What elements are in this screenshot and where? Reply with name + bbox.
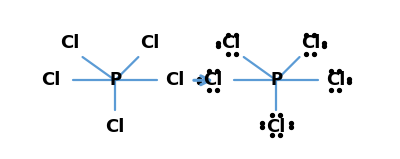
Text: Cl: Cl bbox=[267, 118, 286, 136]
Text: Cl: Cl bbox=[60, 34, 80, 52]
Text: Cl: Cl bbox=[301, 34, 320, 52]
Text: Cl: Cl bbox=[203, 71, 222, 89]
Text: Cl: Cl bbox=[326, 71, 345, 89]
Text: Cl: Cl bbox=[106, 118, 125, 136]
Text: P: P bbox=[270, 71, 282, 89]
Text: Cl: Cl bbox=[140, 34, 159, 52]
Text: Cl: Cl bbox=[221, 34, 241, 52]
Text: Cl: Cl bbox=[165, 71, 184, 89]
Text: Cl: Cl bbox=[42, 71, 61, 89]
Text: P: P bbox=[109, 71, 121, 89]
